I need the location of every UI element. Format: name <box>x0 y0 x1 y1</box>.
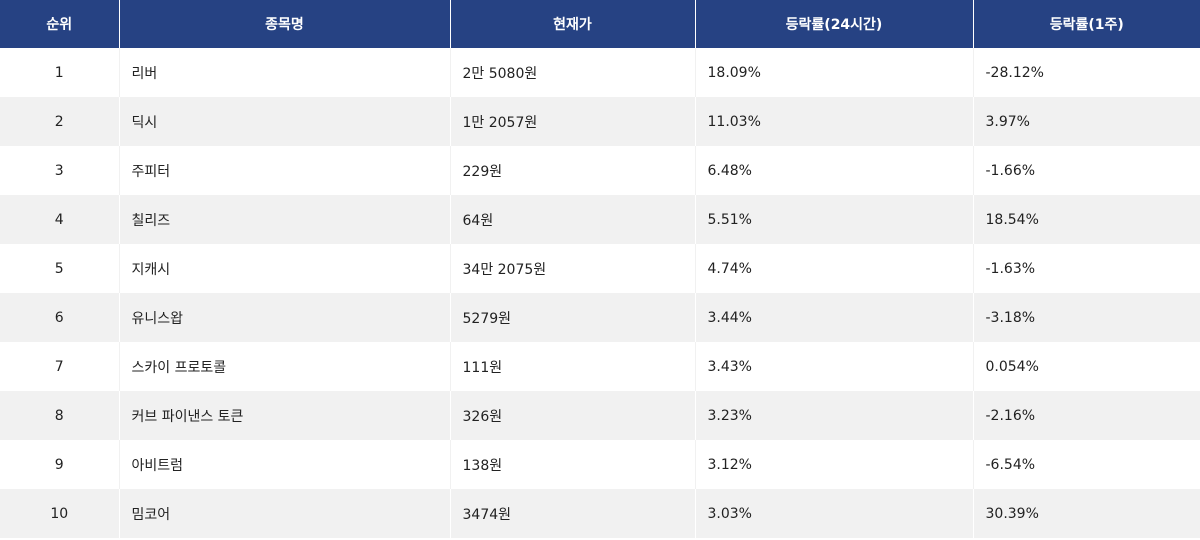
header-price: 현재가 <box>450 0 696 48</box>
cell-change-1w: 0.054% <box>973 342 1200 391</box>
cell-change-24h: 18.09% <box>695 48 974 97</box>
cell-name: 지캐시 <box>119 244 451 293</box>
header-rank: 순위 <box>0 0 120 48</box>
cell-price: 2만 5080원 <box>450 48 696 97</box>
cell-change-24h: 11.03% <box>695 97 974 146</box>
cell-name: 주피터 <box>119 146 451 195</box>
table-header: 순위 종목명 현재가 등락률(24시간) 등락률(1주) <box>0 0 1200 48</box>
cell-rank: 1 <box>0 48 120 97</box>
table-row: 10 밈코어 3474원 3.03% 30.39% <box>0 489 1200 538</box>
cell-rank: 9 <box>0 440 120 489</box>
cell-name: 칠리즈 <box>119 195 451 244</box>
header-change-1w: 등락률(1주) <box>973 0 1200 48</box>
cell-price: 5279원 <box>450 293 696 342</box>
cell-change-1w: -3.18% <box>973 293 1200 342</box>
table-row: 2 딕시 1만 2057원 11.03% 3.97% <box>0 97 1200 146</box>
cell-rank: 4 <box>0 195 120 244</box>
cell-change-1w: -1.63% <box>973 244 1200 293</box>
cell-change-1w: -6.54% <box>973 440 1200 489</box>
cell-price: 3474원 <box>450 489 696 538</box>
cell-name: 스카이 프로토콜 <box>119 342 451 391</box>
header-name: 종목명 <box>119 0 451 48</box>
cell-change-1w: 3.97% <box>973 97 1200 146</box>
table-row: 5 지캐시 34만 2075원 4.74% -1.63% <box>0 244 1200 293</box>
cell-rank: 8 <box>0 391 120 440</box>
cell-rank: 5 <box>0 244 120 293</box>
table-row: 1 리버 2만 5080원 18.09% -28.12% <box>0 48 1200 97</box>
cell-change-24h: 3.44% <box>695 293 974 342</box>
cell-change-1w: -2.16% <box>973 391 1200 440</box>
cell-change-24h: 3.12% <box>695 440 974 489</box>
cell-rank: 3 <box>0 146 120 195</box>
cell-rank: 2 <box>0 97 120 146</box>
cell-price: 138원 <box>450 440 696 489</box>
cell-name: 밈코어 <box>119 489 451 538</box>
cell-change-24h: 6.48% <box>695 146 974 195</box>
cell-change-24h: 3.03% <box>695 489 974 538</box>
cell-price: 111원 <box>450 342 696 391</box>
cell-rank: 7 <box>0 342 120 391</box>
header-change-24h: 등락률(24시간) <box>695 0 974 48</box>
cell-rank: 6 <box>0 293 120 342</box>
cell-change-24h: 4.74% <box>695 244 974 293</box>
cell-change-1w: -28.12% <box>973 48 1200 97</box>
cell-name: 커브 파이낸스 토큰 <box>119 391 451 440</box>
cell-price: 326원 <box>450 391 696 440</box>
table-row: 3 주피터 229원 6.48% -1.66% <box>0 146 1200 195</box>
cell-name: 유니스왑 <box>119 293 451 342</box>
cell-change-1w: -1.66% <box>973 146 1200 195</box>
cell-name: 아비트럼 <box>119 440 451 489</box>
table-row: 9 아비트럼 138원 3.12% -6.54% <box>0 440 1200 489</box>
cell-name: 리버 <box>119 48 451 97</box>
cell-change-24h: 5.51% <box>695 195 974 244</box>
cell-change-1w: 18.54% <box>973 195 1200 244</box>
table-row: 7 스카이 프로토콜 111원 3.43% 0.054% <box>0 342 1200 391</box>
cell-rank: 10 <box>0 489 120 538</box>
cell-price: 64원 <box>450 195 696 244</box>
cell-change-24h: 3.43% <box>695 342 974 391</box>
cell-price: 229원 <box>450 146 696 195</box>
cell-price: 1만 2057원 <box>450 97 696 146</box>
cell-change-24h: 3.23% <box>695 391 974 440</box>
cell-price: 34만 2075원 <box>450 244 696 293</box>
table-row: 6 유니스왑 5279원 3.44% -3.18% <box>0 293 1200 342</box>
table-row: 4 칠리즈 64원 5.51% 18.54% <box>0 195 1200 244</box>
table-row: 8 커브 파이낸스 토큰 326원 3.23% -2.16% <box>0 391 1200 440</box>
cell-name: 딕시 <box>119 97 451 146</box>
cell-change-1w: 30.39% <box>973 489 1200 538</box>
